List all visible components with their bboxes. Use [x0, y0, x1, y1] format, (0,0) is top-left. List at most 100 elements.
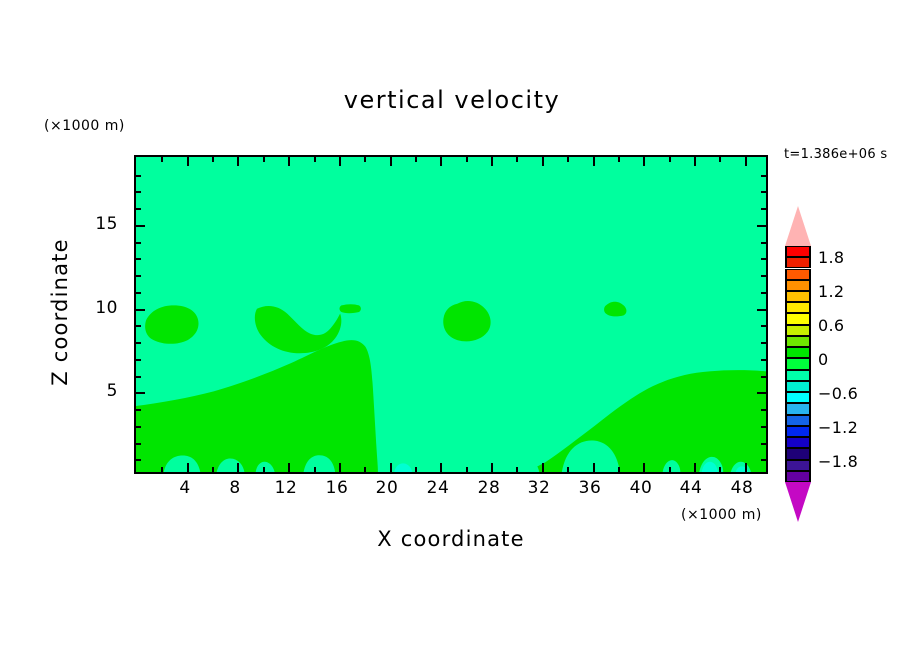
x-unit-label: (×1000 m): [681, 507, 762, 523]
x-minor-tick-bottom: [262, 467, 265, 472]
colorbar-swatch: [785, 459, 811, 471]
y-minor-tick-right: [761, 191, 766, 194]
y-minor-tick: [136, 442, 141, 445]
y-minor-tick-right: [761, 358, 766, 361]
y-minor-tick-right: [761, 375, 766, 378]
y-minor-tick-right: [761, 442, 766, 445]
colorbar-swatch: [785, 369, 811, 381]
y-minor-tick: [136, 241, 141, 244]
colorbar-swatch: [785, 437, 811, 449]
y-minor-tick: [136, 191, 141, 194]
y-major-tick-right: [757, 308, 766, 311]
colorbar-swatch: [785, 313, 811, 325]
x-major-tick-bottom: [592, 463, 595, 472]
y-minor-tick: [136, 358, 141, 361]
x-minor-tick-bottom: [516, 467, 519, 472]
x-major-tick: [237, 157, 240, 166]
x-major-tick-bottom: [186, 463, 189, 472]
x-minor-tick: [567, 157, 570, 162]
colorbar-swatch: [785, 414, 811, 426]
x-major-tick: [491, 157, 494, 166]
x-major-tick-bottom: [440, 463, 443, 472]
x-tick-label: 8: [229, 478, 241, 498]
y-minor-tick: [136, 208, 141, 210]
x-major-tick-bottom: [237, 463, 240, 472]
y-minor-tick: [136, 459, 141, 462]
colorbar-swatch: [785, 358, 811, 370]
y-minor-tick-right: [761, 291, 766, 294]
y-minor-tick: [136, 291, 141, 294]
y-minor-tick: [136, 325, 141, 328]
x-major-tick-bottom: [389, 463, 392, 472]
x-tick-label: 4: [179, 478, 191, 498]
y-minor-tick: [136, 425, 141, 428]
y-tick-label: 5: [106, 381, 118, 401]
colorbar-tick-label: 0: [818, 350, 829, 369]
colorbar-tick-label: −0.6: [818, 384, 859, 403]
x-minor-tick-bottom: [161, 467, 164, 472]
x-minor-tick: [668, 157, 671, 162]
x-major-tick: [389, 157, 392, 166]
y-tick-label: 15: [95, 214, 118, 234]
page-title: vertical velocity: [343, 86, 561, 114]
colorbar-over-arrow: [785, 206, 811, 246]
x-major-tick: [744, 157, 747, 166]
colorbar-swatch: [785, 324, 811, 336]
x-minor-tick-bottom: [668, 467, 671, 472]
y-minor-tick-right: [761, 275, 766, 277]
colorbar-swatch: [785, 246, 811, 258]
x-minor-tick: [212, 157, 215, 162]
y-minor-tick-right: [761, 208, 766, 210]
x-tick-label: 32: [527, 478, 551, 498]
y-major-tick: [136, 308, 145, 311]
x-major-tick: [338, 157, 341, 166]
x-tick-label: 24: [426, 478, 450, 498]
x-minor-tick-bottom: [617, 467, 620, 472]
y-major-tick: [136, 224, 145, 227]
x-minor-tick: [516, 157, 519, 162]
x-axis-title: X coordinate: [377, 527, 525, 551]
x-major-tick-bottom: [744, 463, 747, 472]
x-major-tick: [440, 157, 443, 166]
colorbar-tick-label: 1.8: [818, 248, 845, 267]
y-minor-tick: [136, 275, 141, 277]
x-minor-tick-bottom: [364, 467, 367, 472]
x-tick-label: 40: [629, 478, 653, 498]
y-minor-tick-right: [761, 174, 766, 177]
x-major-tick: [541, 157, 544, 166]
x-tick-label: 16: [325, 478, 349, 498]
colorbar-swatch: [785, 268, 811, 280]
y-minor-tick-right: [761, 425, 766, 428]
x-major-tick-bottom: [643, 463, 646, 472]
x-minor-tick-bottom: [415, 467, 417, 472]
x-major-tick-bottom: [491, 463, 494, 472]
y-major-tick: [136, 392, 145, 395]
x-minor-tick: [364, 157, 367, 162]
colorbar-tick-label: 0.6: [818, 316, 845, 335]
colorbar-under-arrow: [785, 482, 811, 522]
y-minor-tick-right: [761, 325, 766, 328]
colorbar-swatch: [785, 448, 811, 460]
x-tick-label: 20: [375, 478, 399, 498]
colorbar-swatch: [785, 470, 811, 483]
y-minor-tick: [136, 409, 141, 411]
colorbar-swatch: [785, 335, 811, 348]
y-major-tick-right: [757, 224, 766, 227]
y-minor-tick-right: [761, 258, 766, 261]
x-tick-label: 28: [477, 478, 501, 498]
y-minor-tick-right: [761, 459, 766, 462]
colorbar-swatch: [785, 425, 811, 438]
x-tick-label: 36: [578, 478, 602, 498]
x-minor-tick: [719, 157, 722, 162]
y-minor-tick: [136, 174, 141, 177]
y-minor-tick-right: [761, 409, 766, 411]
y-axis-title: Z coordinate: [48, 238, 72, 386]
x-major-tick-bottom: [338, 463, 341, 472]
x-tick-label: 48: [730, 478, 754, 498]
x-major-tick-bottom: [541, 463, 544, 472]
x-minor-tick-bottom: [567, 467, 570, 472]
x-minor-tick: [161, 157, 164, 162]
x-major-tick: [288, 157, 291, 166]
colorbar-swatch: [785, 347, 811, 359]
